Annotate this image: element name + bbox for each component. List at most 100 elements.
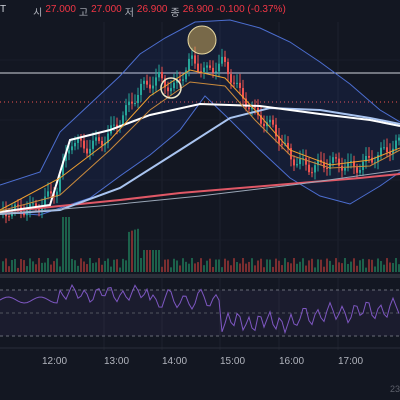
candle-body <box>167 87 169 92</box>
volume-bar <box>206 260 208 272</box>
candle-body <box>140 83 142 95</box>
volume-bar <box>296 263 298 272</box>
volume-bar <box>314 267 316 272</box>
volume-bar <box>188 263 190 272</box>
candle-body <box>347 162 349 169</box>
candle-body <box>107 133 109 144</box>
candle-body <box>152 85 154 89</box>
volume-bar <box>353 258 355 272</box>
candle-body <box>47 191 49 197</box>
candle-body <box>17 204 19 207</box>
volume-bar <box>29 258 31 272</box>
volume-bar <box>380 261 382 272</box>
volume-bar <box>230 265 232 272</box>
volume-bar <box>68 217 70 272</box>
candle-body <box>164 78 166 88</box>
ma-brown <box>0 81 400 212</box>
candle-body <box>329 162 331 169</box>
volume-bar <box>359 260 361 272</box>
volume-bar <box>287 262 289 272</box>
candle-body <box>368 156 370 158</box>
candle-body <box>128 101 130 106</box>
volume-bar <box>95 262 97 272</box>
volume-bar <box>107 258 109 272</box>
candle-body <box>383 147 385 149</box>
candle-body <box>284 142 286 145</box>
candle-body <box>275 124 277 137</box>
candle-body <box>98 137 100 141</box>
volume-bar <box>278 260 280 272</box>
candle-body <box>179 79 181 81</box>
volume-bar <box>47 258 49 272</box>
ma-lightblue <box>0 106 400 215</box>
ma-red <box>0 173 400 213</box>
candle-body <box>260 115 262 124</box>
candle-body <box>278 136 280 144</box>
volume-bar <box>209 258 211 272</box>
volume-bar <box>176 260 178 272</box>
volume-bar <box>32 261 34 272</box>
ma-white <box>0 102 400 213</box>
candle-body <box>56 191 58 197</box>
volume-bar <box>233 258 235 272</box>
candle-body <box>161 72 163 79</box>
candle-body <box>224 56 226 62</box>
volume-bar <box>200 258 202 272</box>
candle-body <box>173 82 175 89</box>
volume-bar <box>254 265 256 272</box>
candle-body <box>137 94 139 103</box>
candle-body <box>203 67 205 72</box>
candle-body <box>8 216 10 218</box>
corner-label: 23 <box>389 384 400 394</box>
volume-bar <box>368 259 370 272</box>
volume-bar <box>323 266 325 272</box>
time-tick-1200: 12:00 <box>42 356 68 367</box>
volume-bar <box>62 217 64 272</box>
candle-body <box>155 77 157 86</box>
candle-body <box>386 147 388 153</box>
volume-bar <box>275 258 277 272</box>
time-tick-1600: 16:00 <box>279 356 305 367</box>
volume-bar <box>362 258 364 272</box>
candle-body <box>197 63 199 72</box>
time-tick-1500: 15:00 <box>220 356 246 367</box>
candle-body <box>332 157 334 163</box>
volume-bar <box>227 260 229 272</box>
volume-bar <box>140 258 142 272</box>
volume-bar <box>293 258 295 272</box>
candle-body <box>377 154 379 163</box>
volume-bar <box>338 262 340 272</box>
volume-bar <box>17 267 19 272</box>
change-value: -0.100 (-0.37%) <box>216 4 286 15</box>
volume-bar <box>257 260 259 272</box>
volume-bar <box>224 258 226 272</box>
volume-bar <box>395 258 397 272</box>
volume-bar <box>20 259 22 272</box>
low-label: 저 <box>124 8 134 19</box>
candle-body <box>116 124 118 128</box>
rsi-pane <box>0 283 400 337</box>
volume-bar <box>284 258 286 272</box>
high-value: 27.000 <box>91 4 122 15</box>
volume-bar <box>119 267 121 272</box>
candle-body <box>248 107 250 110</box>
volume-bar <box>356 265 358 272</box>
volume-bar <box>80 258 82 272</box>
close-label: 종 <box>170 8 180 19</box>
volume-bar <box>173 258 175 272</box>
volume-bar <box>197 262 199 272</box>
candle-body <box>350 161 352 163</box>
volume-bar <box>191 258 193 272</box>
volume-bar <box>83 261 85 272</box>
candle-body <box>62 160 64 176</box>
volume-bar <box>242 258 244 272</box>
volume-bar <box>347 263 349 272</box>
volume-bar <box>26 266 28 272</box>
low-value: 26.900 <box>136 4 168 15</box>
volume-bar <box>170 267 172 272</box>
volume-bar <box>53 261 55 272</box>
volume-bar <box>128 231 130 272</box>
candle-body <box>176 79 178 83</box>
volume-bar <box>371 259 373 272</box>
